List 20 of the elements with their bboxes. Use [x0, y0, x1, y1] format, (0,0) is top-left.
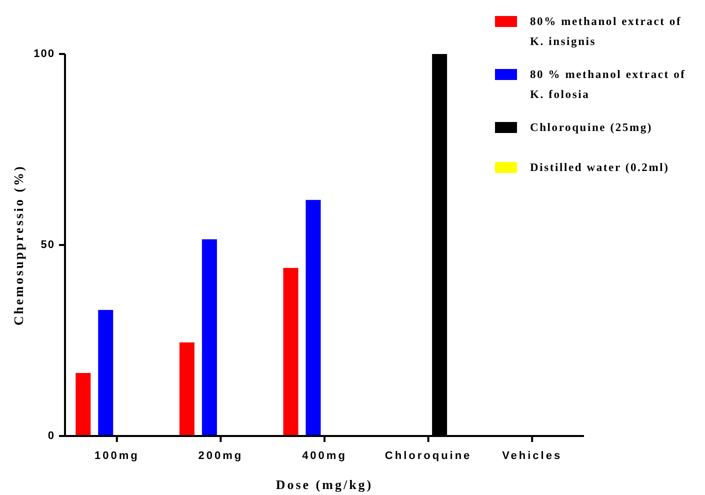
x-tick-label: Chloroquine: [384, 450, 472, 462]
bar: [76, 372, 91, 436]
y-tick-label: 50: [40, 238, 55, 251]
legend-label: Chloroquine (25mg): [530, 122, 653, 134]
bar: [202, 239, 217, 436]
legend-label: 80 % methanol extract of K. folosia: [530, 68, 686, 101]
legend-label: 80% methanol extract of K. insignis: [530, 16, 682, 48]
y-tick-label: 100: [34, 48, 55, 60]
x-tick-label: 400mg: [302, 450, 347, 462]
y-axis-title: Chemosuppressio (%): [10, 164, 26, 326]
bar: [306, 200, 321, 436]
x-tick-label: 100mg: [94, 450, 140, 462]
bar: [283, 268, 298, 436]
bar: [98, 310, 114, 436]
x-tick-label: 200mg: [198, 450, 244, 462]
x-axis-title: Dose (mg/kg): [276, 477, 374, 492]
bar: [179, 342, 194, 436]
legend-label: Distilled water (0.2ml): [530, 162, 670, 174]
y-tick-label: 0: [48, 430, 55, 442]
x-tick-label: Vehicles: [502, 450, 562, 462]
